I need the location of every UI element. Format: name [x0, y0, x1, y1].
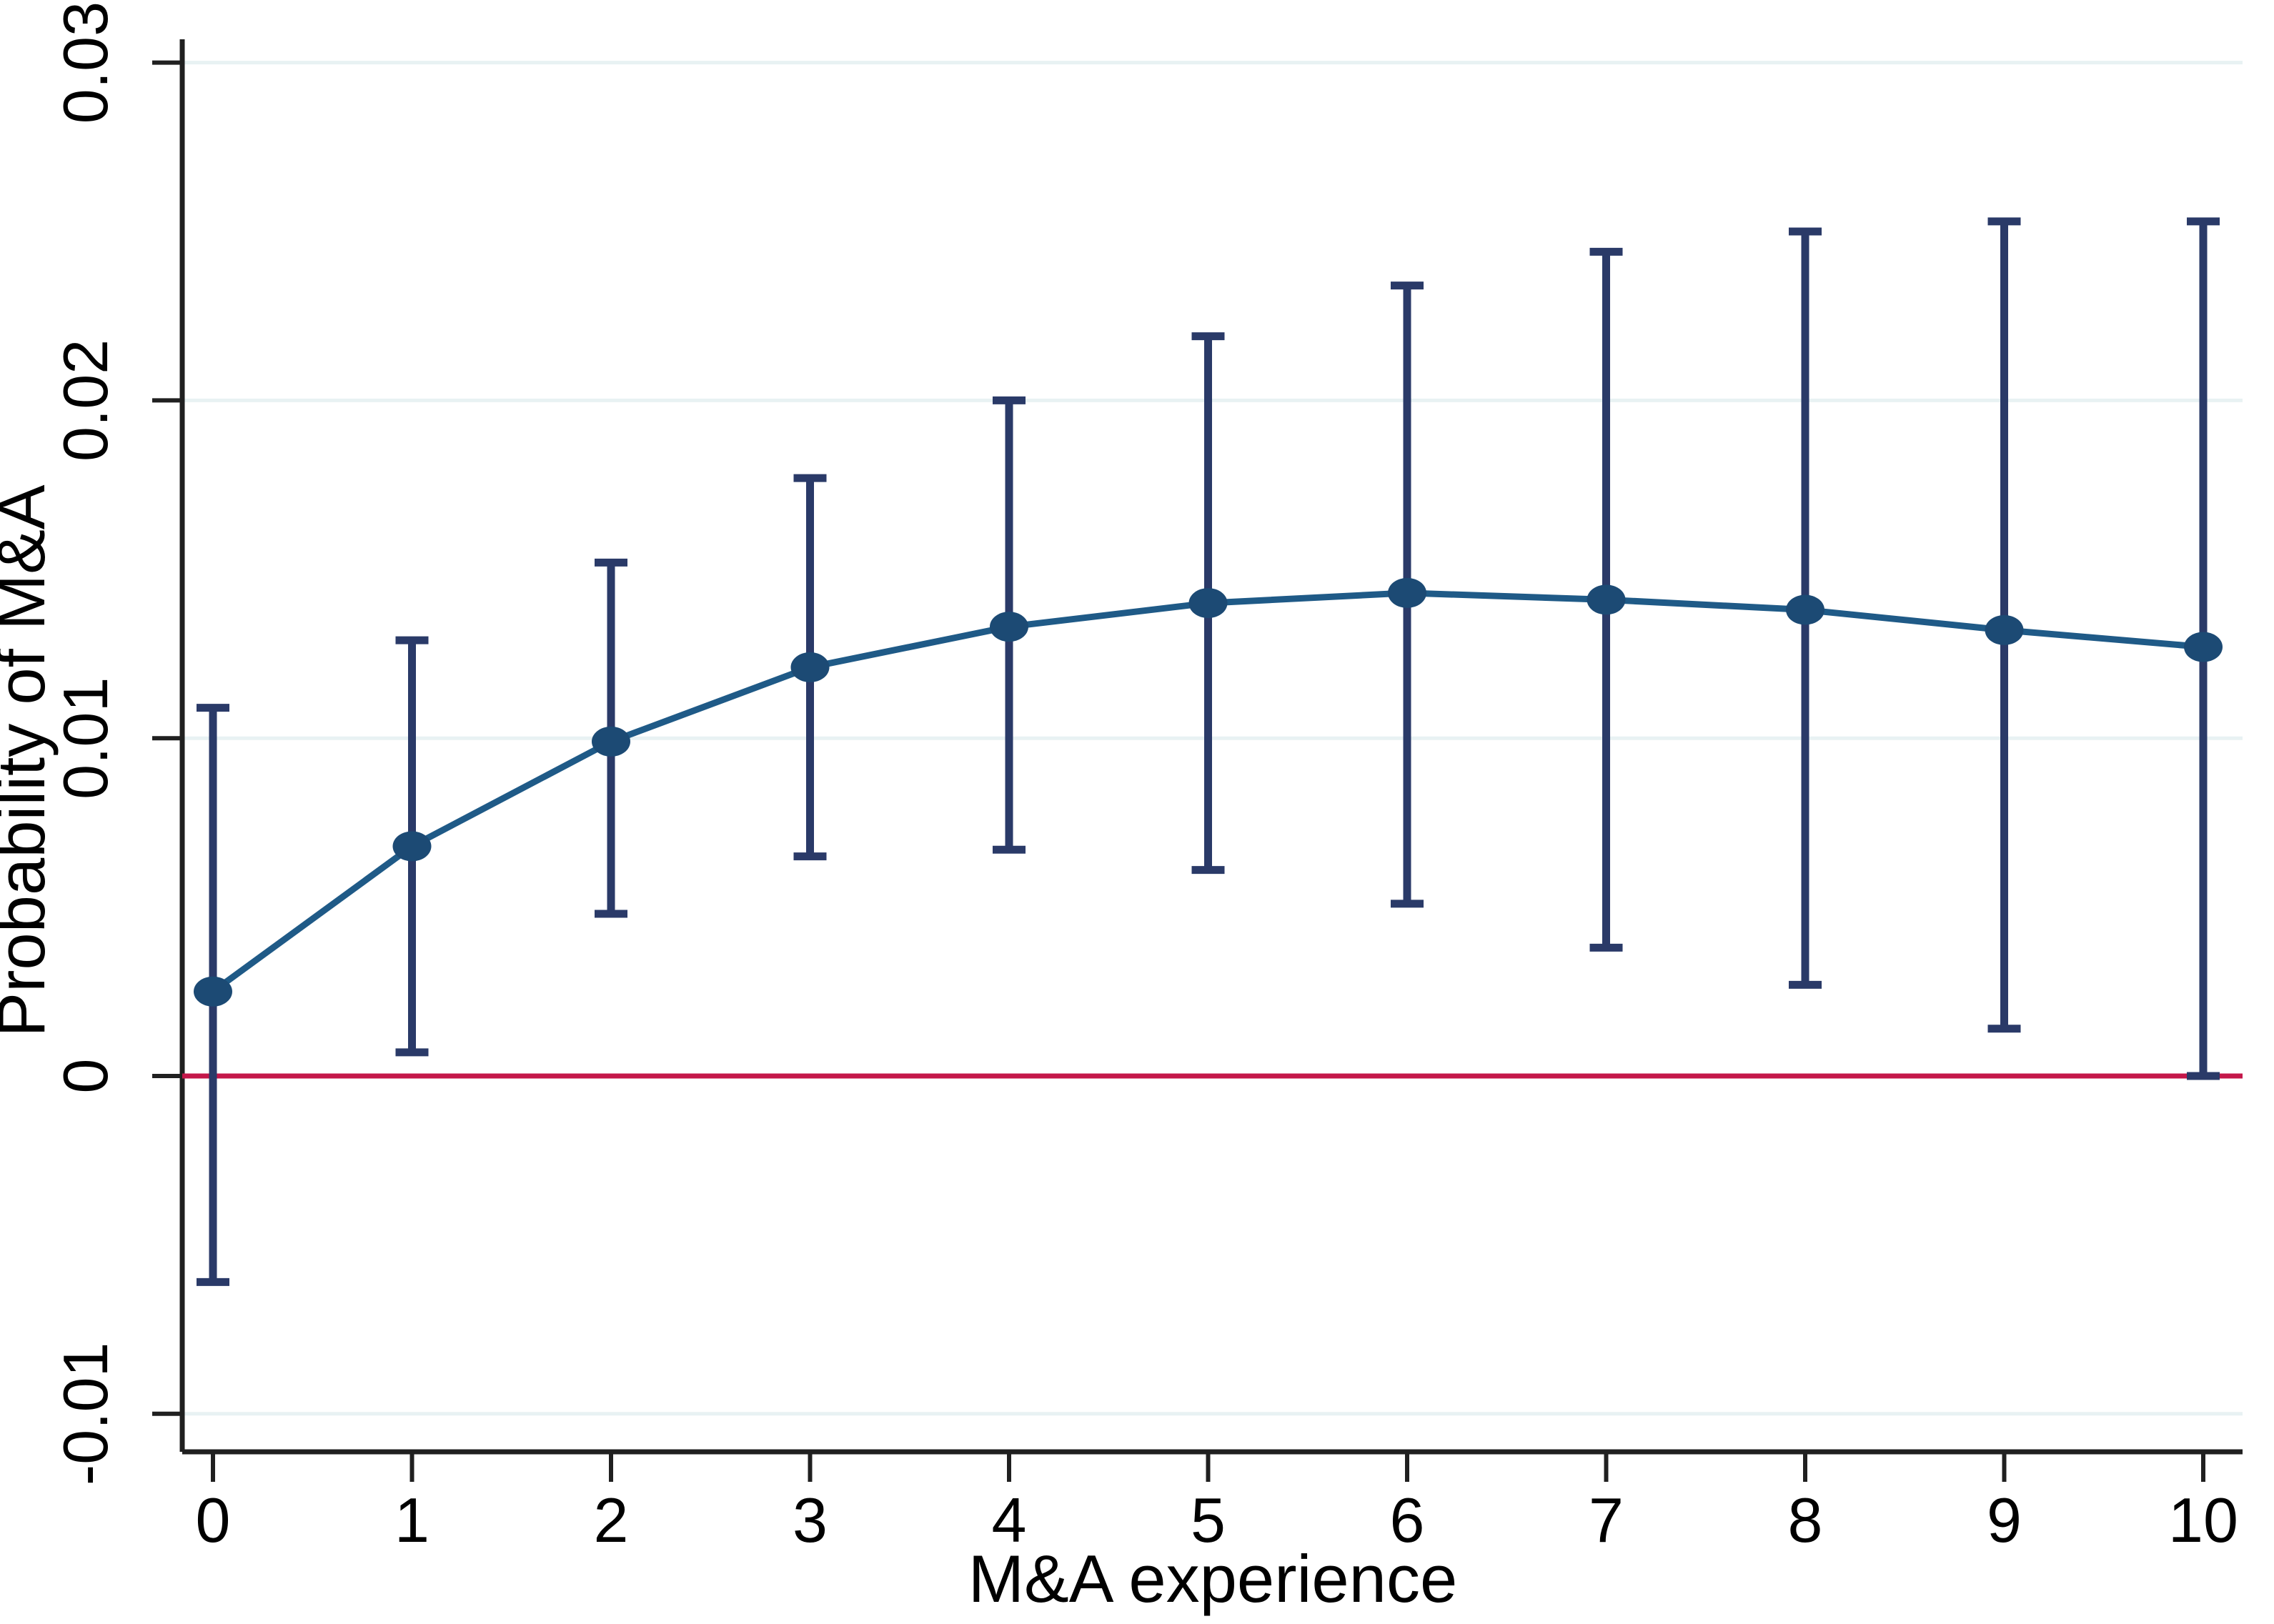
error-bars [197, 217, 2220, 1286]
y-tick-label: 0.03 [50, 1, 121, 124]
x-tick-label: 9 [1987, 1485, 2022, 1555]
gridlines [182, 61, 2243, 1416]
x-tick-label: 0 [196, 1485, 231, 1555]
x-tick-labels: 0 1 2 3 4 5 6 7 8 9 10 [196, 1485, 2238, 1555]
y-tick-label: -0.01 [50, 1342, 121, 1486]
data-point-marker [194, 976, 232, 1007]
x-tick-label: 3 [793, 1485, 828, 1555]
data-point-marker [392, 831, 432, 862]
x-tick-label: 4 [992, 1485, 1027, 1555]
y-axis-title: Probability of M&A [0, 484, 59, 1037]
x-tick-label: 2 [594, 1485, 629, 1555]
data-point-marker [592, 726, 630, 757]
x-tick-label: 1 [394, 1485, 430, 1555]
data-point-marker [1388, 577, 1426, 608]
x-tick-label: 5 [1191, 1485, 1226, 1555]
y-tick-labels: -0.01 0 0.01 0.02 0.03 [50, 1, 121, 1485]
data-point-marker [790, 652, 830, 682]
y-tick-label: 0.01 [50, 677, 121, 799]
data-point-marker [1587, 584, 1626, 615]
data-point-marker [2184, 632, 2223, 662]
x-axis-title: M&A experience [968, 1541, 1457, 1616]
x-tick-label: 7 [1589, 1485, 1624, 1555]
x-tick-label: 8 [1788, 1485, 1823, 1555]
data-point-marker [1786, 594, 1824, 625]
data-point-marker [1188, 588, 1228, 619]
y-tick-label: 0 [50, 1059, 121, 1094]
markers [194, 577, 2223, 1007]
x-tick-label: 10 [2168, 1485, 2238, 1555]
y-tick-label: 0.02 [50, 339, 121, 462]
data-point-marker [1985, 614, 2024, 645]
axes [152, 39, 2243, 1482]
data-point-marker [990, 612, 1028, 642]
x-tick-label: 6 [1390, 1485, 1425, 1555]
